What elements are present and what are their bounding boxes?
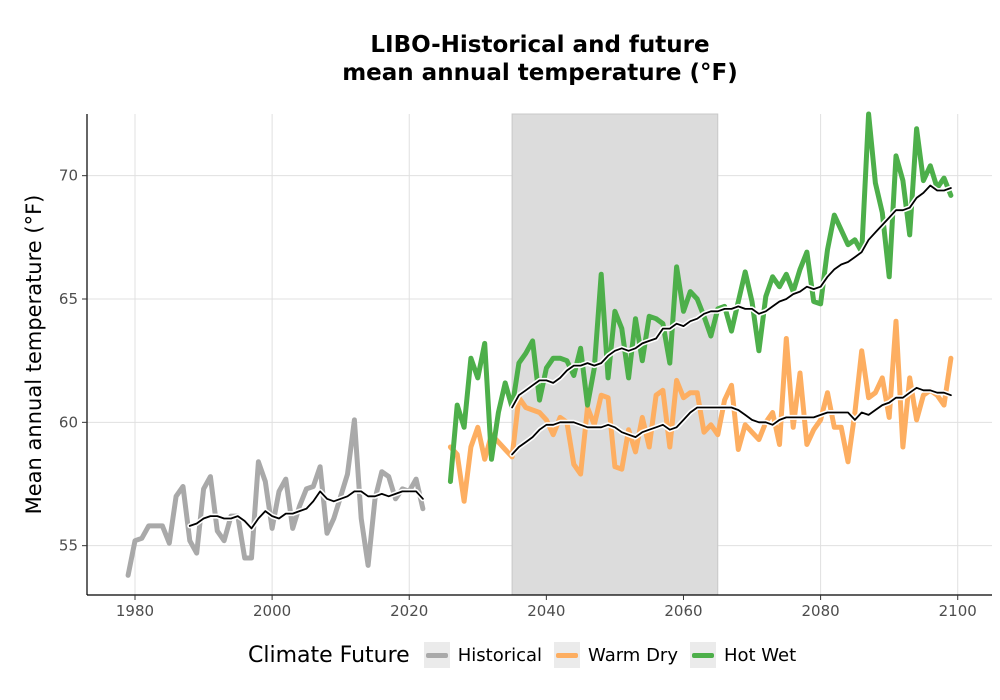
- legend: Climate Future Historical Warm Dry Hot W…: [248, 640, 808, 670]
- shaded-period: [511, 113, 719, 596]
- legend-label-warm-dry: Warm Dry: [588, 644, 678, 666]
- legend-label-hot-wet: Hot Wet: [723, 644, 797, 666]
- x-tick-label: 2100: [939, 602, 977, 620]
- legend-title: Climate Future: [248, 642, 410, 668]
- x-tick-label: 2020: [390, 602, 428, 620]
- x-tick-label: 2060: [664, 602, 702, 620]
- x-tick-label: 1980: [116, 602, 154, 620]
- y-axis-label: Mean annual temperature (°F): [22, 195, 46, 515]
- legend-key-warm-dry: [554, 642, 581, 668]
- legend-key-hot-wet: [689, 642, 716, 668]
- x-tick-label: 2040: [527, 602, 565, 620]
- chart-title-line-1: LIBO-Historical and future: [370, 32, 710, 58]
- series-line-hot-wet: [447, 111, 954, 484]
- legend-item-warm-dry: Warm Dry: [554, 642, 678, 668]
- chart-title-line-2: mean annual temperature (°F): [342, 60, 738, 86]
- y-tick-label: 60: [59, 413, 78, 431]
- y-tick-label: 65: [59, 290, 78, 308]
- legend-item-hot-wet: Hot Wet: [689, 642, 797, 668]
- series-line-warm-dry-30-yr-mean: [511, 386, 952, 456]
- series-line-historical-10-yr-mean: [188, 490, 424, 530]
- y-tick-label: 55: [59, 537, 78, 555]
- series-line-warm-dry: [447, 318, 954, 504]
- series-line-hot-wet-30-yr-mean: [511, 184, 952, 409]
- series-line-historical: [125, 417, 426, 578]
- x-tick-label: 2080: [802, 602, 840, 620]
- legend-key-historical: [423, 642, 450, 668]
- legend-label-historical: Historical: [457, 644, 543, 666]
- x-tick-label: 2000: [253, 602, 291, 620]
- legend-item-historical: Historical: [423, 642, 543, 668]
- y-tick-label: 70: [59, 167, 78, 185]
